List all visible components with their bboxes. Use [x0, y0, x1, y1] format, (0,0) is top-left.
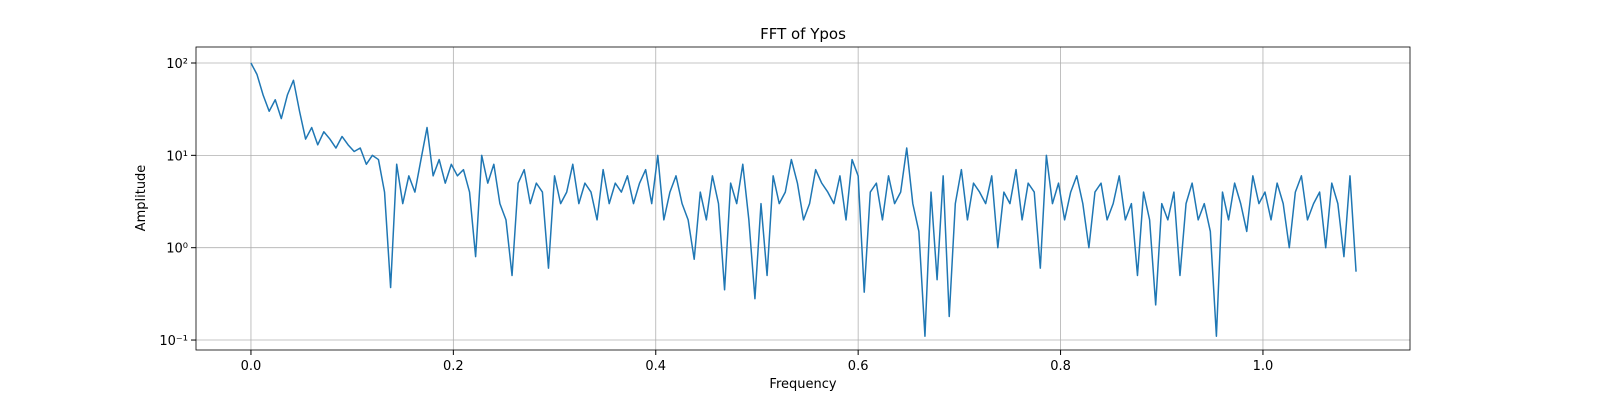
- x-tick-label: 0.6: [848, 359, 869, 374]
- y-tick-label: 10⁻¹: [159, 334, 188, 349]
- y-axis-label: Amplitude: [134, 165, 149, 232]
- x-tick-label: 0.0: [241, 359, 262, 374]
- y-tick-label: 10²: [166, 57, 188, 72]
- y-tick-label: 10¹: [166, 149, 188, 164]
- x-tick-label: 1.0: [1253, 359, 1274, 374]
- x-tick-label: 0.8: [1050, 359, 1071, 374]
- data-line: [250, 62, 1357, 337]
- x-axis-label: Frequency: [769, 377, 836, 392]
- x-tick-label: 0.2: [443, 359, 464, 374]
- y-tick-label: 10⁰: [166, 242, 188, 257]
- plot-frame: [195, 46, 1411, 351]
- x-tick-label: 0.4: [645, 359, 666, 374]
- chart-title: FFT of Ypos: [760, 25, 846, 43]
